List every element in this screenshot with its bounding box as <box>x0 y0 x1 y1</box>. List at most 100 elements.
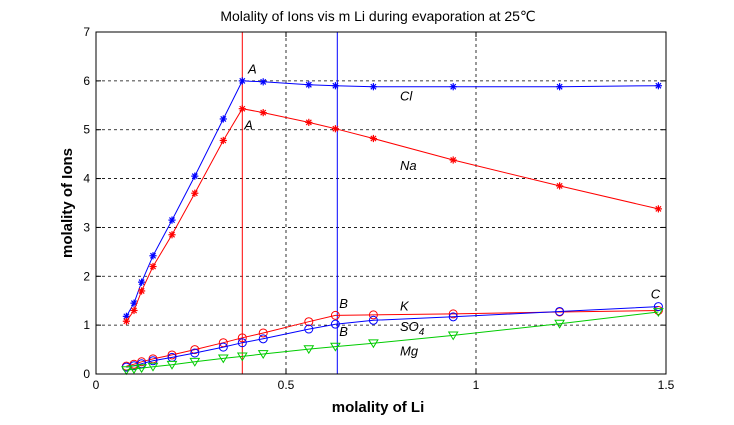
data-point <box>305 118 313 126</box>
annotations: A A BB C <box>243 62 661 339</box>
series-cl <box>122 77 662 320</box>
reference-lines <box>241 32 338 374</box>
series-group <box>121 77 664 376</box>
series-na <box>122 105 662 325</box>
data-point <box>653 308 664 317</box>
data-point <box>219 136 227 145</box>
data-point <box>259 109 267 117</box>
point-annotation: A <box>243 118 253 133</box>
x-tick-label: 1 <box>473 378 480 392</box>
data-point <box>304 317 314 327</box>
data-point <box>556 182 564 190</box>
series-label: Na <box>400 158 417 173</box>
series-label: Cl <box>400 88 413 103</box>
data-point <box>121 366 132 376</box>
data-point <box>305 81 313 89</box>
data-point <box>554 319 565 329</box>
data-point <box>449 156 457 164</box>
x-tick-label: 0 <box>93 378 100 392</box>
data-point <box>653 302 663 312</box>
data-point <box>237 338 247 348</box>
data-point <box>331 82 339 90</box>
series-label: Mg <box>400 343 419 358</box>
data-point <box>447 331 459 341</box>
series-labels: Cl Na K SO4 Mg <box>400 88 425 358</box>
data-point <box>330 342 341 352</box>
data-point <box>191 172 199 180</box>
point-annotation: C <box>651 286 661 301</box>
data-point <box>556 83 564 91</box>
data-point <box>148 356 158 366</box>
data-point <box>259 78 267 86</box>
data-point <box>304 324 314 334</box>
data-point <box>654 205 662 213</box>
data-point <box>449 83 457 91</box>
y-tick-label: 5 <box>83 123 90 137</box>
y-tick-label: 7 <box>83 25 90 39</box>
series-label: SO4 <box>400 319 425 338</box>
data-point <box>238 77 246 85</box>
data-point <box>258 328 268 338</box>
x-tick-label: 0.5 <box>278 378 295 392</box>
data-point <box>219 115 227 123</box>
point-annotation: B <box>339 324 348 339</box>
data-point <box>191 189 199 197</box>
data-point <box>168 216 176 224</box>
y-tick-label: 3 <box>83 220 90 234</box>
data-point <box>331 125 339 133</box>
data-point <box>368 339 379 349</box>
data-point <box>122 317 130 325</box>
axes: 0 0.5 1 1.5 0 1 2 3 4 5 6 7 <box>83 25 674 392</box>
data-point <box>138 278 146 286</box>
data-point <box>167 350 177 360</box>
data-point <box>653 305 663 315</box>
data-point <box>166 360 178 370</box>
data-point <box>168 231 176 239</box>
data-point <box>238 105 246 113</box>
data-point <box>555 306 565 316</box>
y-tick-label: 1 <box>83 318 90 332</box>
series-mg <box>121 308 664 376</box>
y-axis-label: molality of Ions <box>59 148 76 258</box>
data-point <box>218 342 228 352</box>
data-point <box>368 310 378 320</box>
data-point <box>330 319 340 329</box>
data-point <box>258 334 268 344</box>
data-point <box>369 83 377 91</box>
grid <box>96 32 666 374</box>
y-tick-label: 4 <box>83 172 90 186</box>
data-point <box>654 82 662 90</box>
data-point <box>448 309 458 319</box>
data-point <box>217 354 229 364</box>
data-point <box>147 362 159 372</box>
data-point <box>448 312 458 322</box>
y-tick-label: 2 <box>83 269 90 283</box>
data-point <box>257 350 269 359</box>
plot-frame <box>95 31 667 375</box>
data-point <box>237 333 247 343</box>
data-point <box>149 262 157 271</box>
data-point <box>236 352 248 362</box>
series-label: K <box>400 298 410 313</box>
data-point <box>303 345 315 355</box>
x-tick-label: 1.5 <box>658 378 675 392</box>
point-annotation: B <box>339 296 348 311</box>
data-point <box>136 364 147 374</box>
data-point <box>149 252 157 260</box>
point-annotation: A <box>247 62 257 77</box>
data-point <box>128 365 140 375</box>
data-point <box>138 287 146 295</box>
data-point <box>330 310 340 320</box>
series-line <box>126 311 659 371</box>
y-tick-label: 6 <box>83 74 90 88</box>
data-point <box>368 315 378 325</box>
data-point <box>190 348 200 358</box>
data-point <box>190 345 200 355</box>
y-tick-label: 0 <box>83 367 90 381</box>
data-point <box>189 357 201 367</box>
data-point <box>369 134 377 143</box>
data-point <box>130 306 138 315</box>
